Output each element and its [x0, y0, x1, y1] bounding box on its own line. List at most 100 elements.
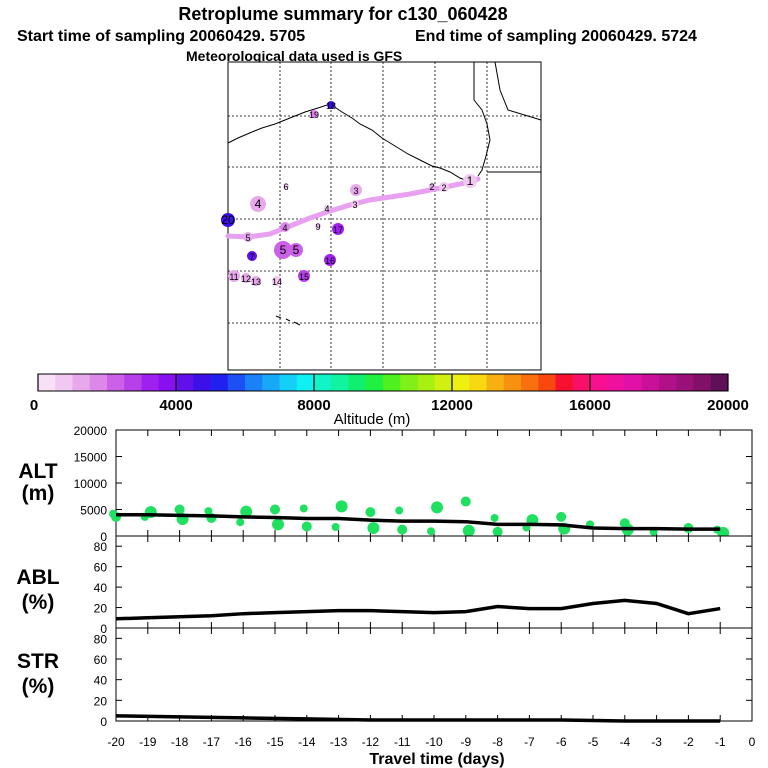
- colorbar-swatch: [296, 374, 315, 391]
- alt-data-point: [460, 496, 471, 507]
- colorbar-swatch: [72, 374, 91, 391]
- colorbar-swatch: [607, 374, 625, 391]
- plume-point-label: 12: [241, 274, 251, 284]
- met-data-text: Meteorological data used is GFS: [186, 48, 402, 64]
- colorbar-swatch: [417, 374, 436, 391]
- colorbar-swatch: [521, 374, 539, 391]
- y-tick-label: 5000: [80, 504, 107, 518]
- colorbar-swatch: [262, 374, 280, 391]
- colorbar-swatch: [641, 374, 660, 391]
- panel-ylabel-unit: (%): [22, 675, 55, 698]
- colorbar-swatch: [503, 374, 522, 391]
- colorbar-swatch: [710, 374, 729, 391]
- alt-data-point: [367, 522, 380, 535]
- panel-frame: [115, 627, 753, 722]
- y-tick-label: 15000: [74, 451, 108, 465]
- colorbar-swatch: [176, 374, 194, 391]
- colorbar-swatch: [383, 374, 401, 391]
- colorbar-swatch: [38, 374, 56, 391]
- map-grid: [228, 62, 541, 370]
- y-tick-label: 80: [94, 632, 108, 646]
- y-tick-label: 40: [94, 581, 108, 595]
- alt-data-point: [556, 511, 567, 522]
- plume-point-label: 17: [333, 225, 343, 235]
- plume-point-marker: [463, 174, 477, 188]
- colorbar-swatch: [486, 374, 505, 391]
- x-tick-label: -11: [394, 735, 411, 749]
- plume-point-marker: [250, 196, 266, 212]
- alt-data-point: [365, 507, 376, 518]
- alt-data-point: [174, 504, 185, 515]
- x-tick-label: -7: [524, 735, 535, 749]
- abl-line: [115, 598, 721, 621]
- panel-alt: 0 5000 10000 15000 20000 ALT(m): [18, 424, 753, 544]
- colorbar-swatch: [676, 374, 694, 391]
- plume-point-label: 15: [299, 272, 309, 282]
- plume-point-marker: [324, 254, 336, 266]
- panel-ylabel: STR: [17, 650, 59, 673]
- colorbar-tick-label: 8000: [297, 397, 330, 414]
- colorbar-swatch: [659, 374, 677, 391]
- plume-point-marker: [251, 276, 261, 286]
- colorbar-swatch: [452, 374, 470, 391]
- plume-point-marker: [429, 183, 435, 189]
- alt-data-point: [431, 501, 443, 514]
- plume-point-label: 5: [280, 243, 287, 257]
- plume-point-label: 4: [324, 204, 329, 214]
- panel-frame: [115, 429, 753, 537]
- panel-ylabel-unit: (m): [22, 482, 55, 505]
- panel-ylabel: ABL: [16, 566, 59, 589]
- x-tick-label: -5: [588, 735, 599, 749]
- plume-point-marker: [324, 205, 330, 211]
- y-tick-label: 0: [100, 530, 107, 544]
- colorbar-swatch: [331, 374, 349, 391]
- plume-point-marker: [310, 110, 318, 118]
- x-tick-label: -15: [266, 735, 284, 749]
- coastline: [227, 61, 542, 326]
- y-tick-label: 60: [94, 653, 108, 667]
- plume-point-marker: [289, 243, 303, 257]
- plume-point-label: 7: [249, 252, 254, 262]
- colorbar-swatch: [624, 374, 643, 391]
- altitude-colorbar: 0 4000 8000 12000 16000 20000: [30, 373, 749, 414]
- alt-data-point: [270, 504, 280, 515]
- x-tick-label: -20: [107, 735, 125, 749]
- panel-ylabel: ALT: [18, 460, 57, 483]
- x-tick-label: -9: [460, 735, 471, 749]
- end-time-text: End time of sampling 20060429. 5724: [415, 28, 697, 45]
- plume-point-label: 16: [325, 256, 335, 266]
- x-tick-label: 0: [749, 735, 756, 749]
- plume-point-label: 4: [255, 197, 262, 211]
- x-tick-label: -2: [683, 735, 694, 749]
- alt-data-point: [397, 524, 408, 535]
- colorbar-swatch: [158, 374, 177, 391]
- x-tick-label: -14: [298, 735, 316, 749]
- alt-data-point: [427, 527, 435, 536]
- plume-point-marker: [221, 213, 235, 227]
- colorbar-swatch: [245, 374, 263, 391]
- alt-data-point: [272, 518, 284, 531]
- x-tick-label: -16: [235, 735, 253, 749]
- colorbar-swatch: [279, 374, 298, 391]
- panel-ylabel-unit: (%): [22, 591, 55, 614]
- plume-point-label: 3: [352, 200, 357, 210]
- colorbar-tick-label: 20000: [707, 397, 749, 414]
- plume-point-label: 6: [283, 182, 288, 192]
- colorbar-swatch: [400, 374, 418, 391]
- plume-point-label: 2: [441, 183, 446, 193]
- x-tick-label: -18: [171, 735, 189, 749]
- colorbar-swatch: [107, 374, 125, 391]
- plume-point-label: 11: [229, 272, 238, 282]
- plume-point-marker: [274, 241, 292, 259]
- plume-point-marker: [298, 270, 310, 282]
- plume-point-label: 14: [272, 277, 282, 287]
- x-tick-label: -19: [139, 735, 157, 749]
- colorbar-swatch: [590, 374, 608, 391]
- plume-point-marker: [327, 101, 335, 109]
- alt-data-point: [301, 521, 312, 532]
- x-tick-label: -12: [362, 735, 380, 749]
- alt-data-point: [395, 506, 404, 515]
- plume-point-marker: [243, 232, 253, 242]
